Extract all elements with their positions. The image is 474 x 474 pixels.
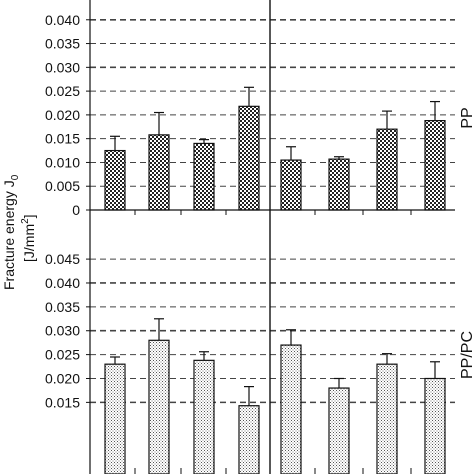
bar-bottom-2 — [193, 359, 215, 474]
tick-labels: 0 0.005 0.010 0.015 0.020 0.025 0.030 0.035 0.04… — [45, 12, 80, 411]
bar-top-2 — [193, 142, 215, 211]
y-tick-label-bottom-6: 0.045 — [45, 251, 80, 267]
panel-label-top: PP — [459, 107, 474, 128]
bar-top-5 — [328, 158, 350, 211]
y-tick-label-top-2: 0.010 — [45, 154, 80, 170]
y-tick-label-bottom-2: 0.025 — [45, 347, 80, 363]
bar-bottom-5 — [328, 387, 350, 474]
y-tick-label-top-0: 0 — [72, 202, 80, 218]
bar-top-0 — [104, 149, 126, 211]
bar-bottom-0 — [104, 363, 126, 474]
y-tick-label-top-8: 0.040 — [45, 12, 80, 28]
bar-bottom-1 — [148, 339, 170, 474]
bars — [104, 105, 446, 474]
y-tick-label-bottom-1: 0.020 — [45, 370, 80, 386]
y-tick-label-top-1: 0.005 — [45, 178, 80, 194]
y-tick-label-top-3: 0.015 — [45, 131, 80, 147]
y-tick-label-bottom-3: 0.030 — [45, 323, 80, 339]
y-tick-label-bottom-4: 0.035 — [45, 299, 80, 315]
bar-bottom-6 — [376, 363, 398, 474]
y-axis-unit-superscript: 2 — [20, 218, 31, 224]
panel-label-bottom: PP/PC — [459, 331, 474, 379]
gridlines — [90, 18, 455, 404]
error-bars — [110, 86, 440, 406]
y-tick-label-top-5: 0.025 — [45, 83, 80, 99]
y-axis-title-subscript: 0 — [10, 174, 21, 180]
bar-top-7 — [424, 119, 446, 211]
y-axis-title-line1: Fracture energy J — [1, 180, 17, 290]
bar-bottom-4 — [280, 344, 302, 474]
y-tick-label-top-4: 0.020 — [45, 107, 80, 123]
axes — [86, 0, 455, 474]
y-axis-title: Fracture energy J0 — [1, 174, 21, 290]
bar-top-1 — [148, 134, 170, 211]
y-tick-label-top-6: 0.030 — [45, 59, 80, 75]
y-tick-label-bottom-5: 0.040 — [45, 275, 80, 291]
y-tick-label-bottom-0: 0.015 — [45, 394, 80, 410]
y-axis-unit-text: [J/mm — [21, 224, 37, 262]
bar-bottom-7 — [424, 377, 446, 474]
bar-top-3 — [238, 105, 260, 211]
y-axis-unit-end: ] — [21, 214, 37, 218]
bar-bottom-3 — [238, 405, 260, 474]
bar-top-4 — [280, 159, 302, 211]
y-axis-unit: [J/mm2] — [20, 214, 37, 262]
bar-top-6 — [376, 128, 398, 211]
y-tick-label-top-7: 0.035 — [45, 36, 80, 52]
